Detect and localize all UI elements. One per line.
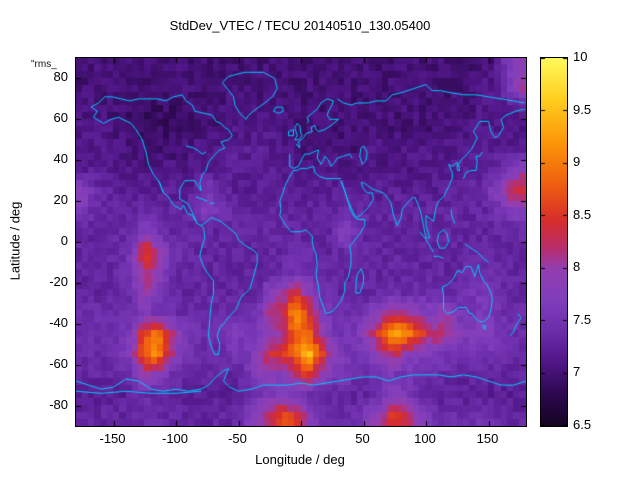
x-tick-label: 100	[414, 431, 436, 446]
y-tick-label: -40	[49, 314, 68, 330]
heatmap-canvas	[76, 58, 526, 426]
colorbar-tick-label: 9	[573, 154, 581, 170]
y-tick-label: -80	[49, 396, 68, 412]
x-tick-label: 50	[355, 431, 370, 446]
x-axis-label: Longitude / deg	[255, 452, 345, 467]
corner-label: "rms_	[31, 59, 57, 70]
y-axis-label: Latitude / deg	[7, 201, 23, 281]
chart-title: StdDev_VTEC / TECU 20140510_130.05400	[169, 18, 431, 33]
heatmap-plot	[75, 57, 527, 427]
x-tick-label: -150	[99, 431, 126, 446]
colorbar-tick-label: 8.5	[573, 206, 592, 222]
colorbar-tick-label: 6.5	[573, 417, 592, 432]
colorbar-tick-label: 8	[573, 259, 581, 275]
colorbar-canvas	[541, 58, 567, 426]
y-tick-label: 40	[53, 151, 68, 167]
colorbar-tick-label: 10	[573, 49, 588, 64]
colorbar-tick-label: 7.5	[573, 311, 592, 327]
y-tick-label: 0	[60, 233, 68, 248]
colorbar-tick-label: 7	[573, 364, 581, 380]
x-tick-label: -100	[161, 431, 189, 446]
y-tick-label: -60	[49, 355, 68, 371]
y-tick-label: -20	[49, 273, 68, 289]
y-tick-label: 20	[53, 192, 68, 208]
colorbar-tick-label: 9.5	[573, 101, 592, 117]
x-tick-label: 150	[476, 431, 499, 446]
x-tick-label: -50	[228, 431, 247, 446]
y-tick-label: 60	[53, 110, 68, 126]
colorbar	[540, 57, 568, 427]
x-tick-label: 0	[296, 431, 304, 446]
y-tick-label: 80	[53, 69, 68, 85]
